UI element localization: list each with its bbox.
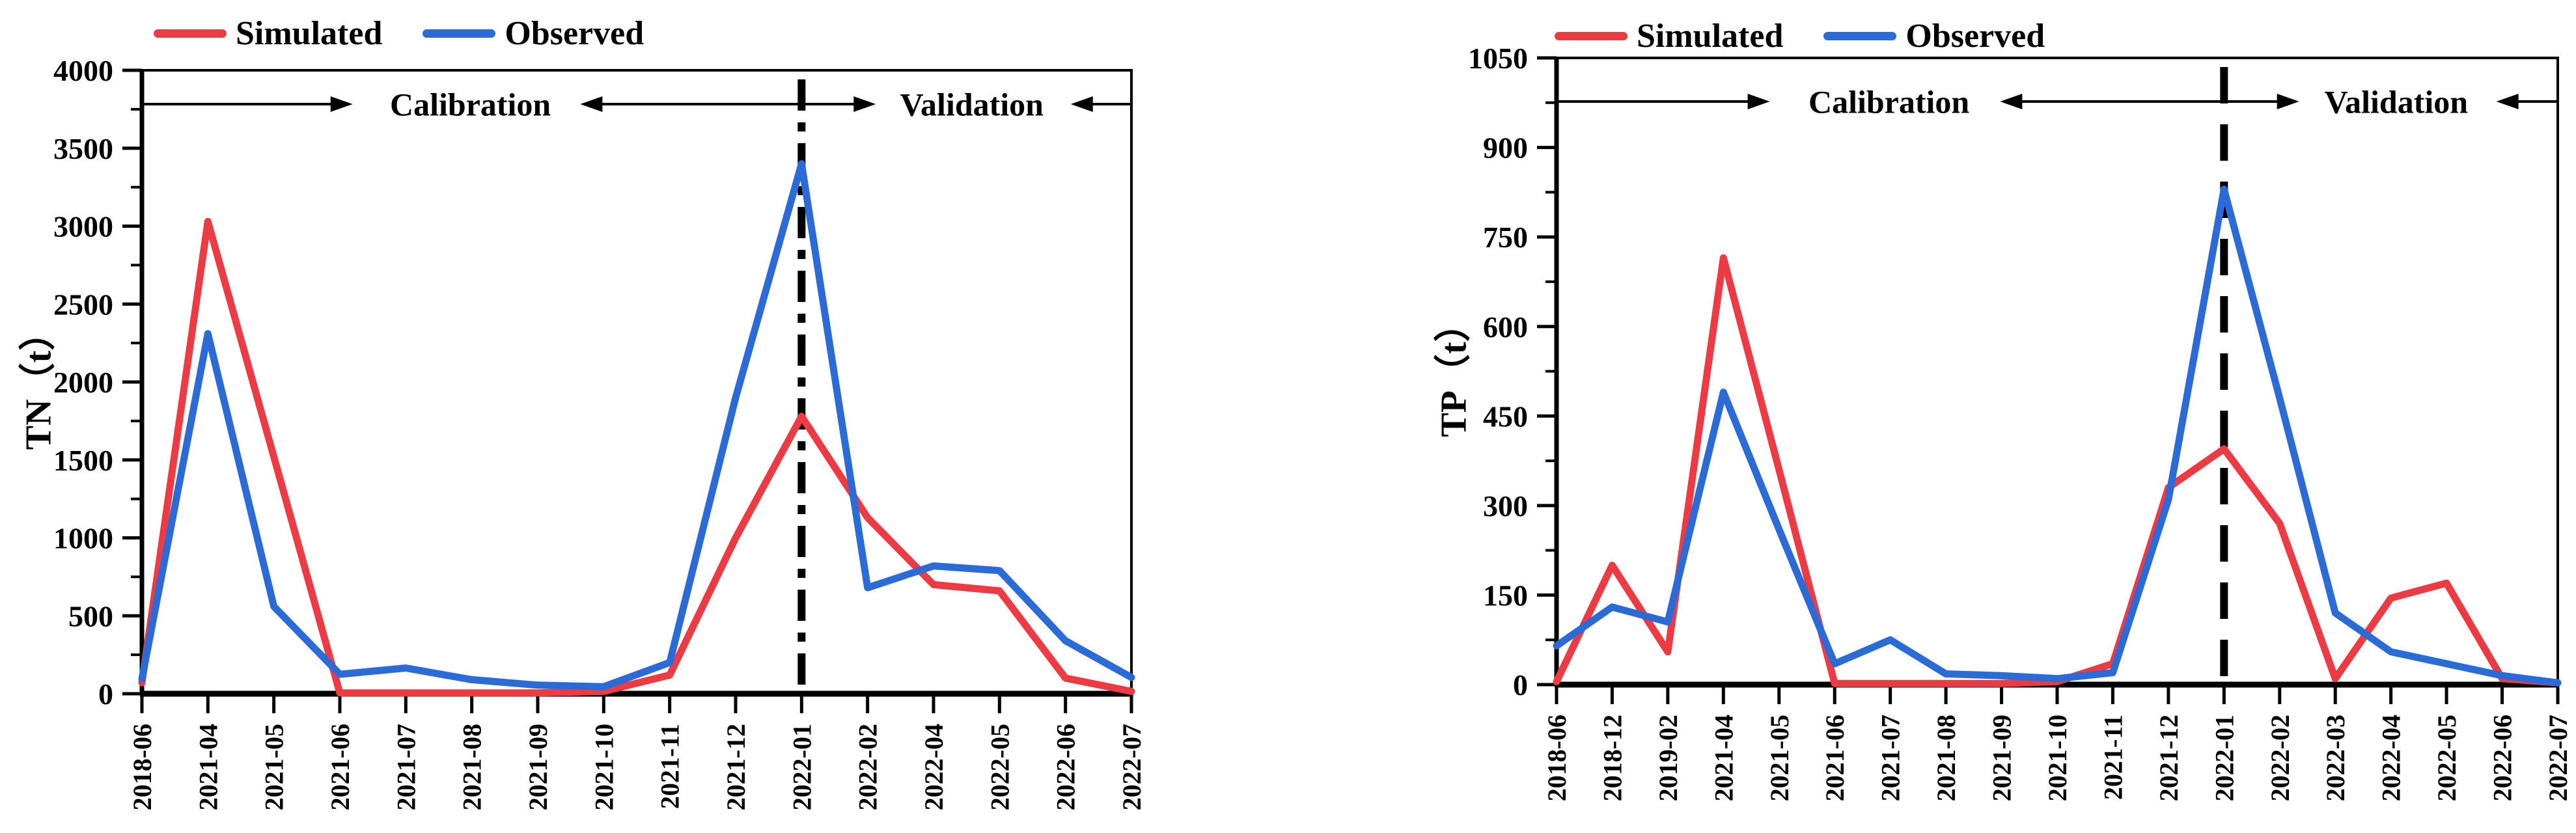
simulated-line: [138, 217, 1135, 697]
y-axis-title: TN（t）: [18, 314, 59, 450]
x-tick-label: 2021-04: [193, 724, 223, 810]
x-tick-label: 2022-05: [985, 724, 1014, 810]
y-tick-label: 0: [98, 677, 113, 711]
x-tick-label: 2018-06: [128, 724, 157, 810]
y-axis-title: TP（t）: [1433, 305, 1475, 437]
x-tick-label: 2021-12: [2154, 715, 2183, 801]
x-tick-label: 2021-10: [589, 724, 618, 810]
tn-legend: Simulated Observed: [154, 14, 644, 53]
y-tick-label: 300: [1483, 489, 1528, 523]
x-tick-label: 2021-11: [656, 724, 685, 809]
x-tick-label: 2022-04: [2377, 715, 2406, 801]
x-tick-label: 2021-12: [721, 724, 751, 810]
simulated-line-swatch-icon: [1555, 32, 1627, 40]
x-tick-label: 2021-08: [458, 724, 487, 810]
y-tick-label: 0: [1513, 668, 1528, 702]
x-tick-label: 2022-02: [853, 724, 883, 810]
y-tick-label: 2500: [53, 288, 113, 321]
tp-legend: Simulated Observed: [1555, 17, 2045, 55]
y-tick-label: 150: [1483, 579, 1528, 612]
y-tick-label: 750: [1483, 221, 1528, 254]
y-tick-label: 2000: [53, 366, 113, 399]
x-tick-label: 2022-07: [1117, 724, 1146, 810]
x-tick-label: 2022-06: [2488, 715, 2517, 801]
observed-legend-label: Observed: [505, 15, 644, 52]
tp-legend-item-simulated: Simulated: [1555, 17, 1783, 55]
x-tick-label: 2021-09: [523, 724, 553, 810]
observed-line: [1553, 185, 2562, 687]
left-arrowhead-icon: [2496, 94, 2519, 109]
validation-label: Validation: [2325, 84, 2469, 120]
x-tick-label: 2021-06: [1820, 715, 1849, 801]
x-tick-label: 2021-11: [2098, 715, 2127, 800]
calibration-label: Calibration: [1808, 84, 1969, 120]
x-tick-label: 2022-06: [1051, 724, 1081, 810]
y-tick-label: 500: [68, 599, 113, 633]
x-tick-label: 2022-03: [2321, 715, 2350, 801]
x-tick-label: 2022-05: [2432, 715, 2461, 801]
x-tick-label: 2021-10: [2043, 715, 2072, 801]
simulated-legend-label: Simulated: [1637, 18, 1784, 55]
observed-line-swatch-icon: [422, 29, 496, 38]
x-tick-label: 2021-08: [1932, 715, 1961, 801]
observed-line-swatch-icon: [1823, 32, 1897, 40]
x-tick-label: 2022-04: [919, 724, 949, 810]
validation-label: Validation: [900, 87, 1044, 123]
x-tick-label: 2022-01: [2209, 715, 2239, 801]
observed-legend-label: Observed: [1905, 18, 2045, 55]
x-tick-label: 2021-04: [1709, 715, 1738, 801]
plot-frame: [141, 69, 1133, 695]
y-tick-label: 3000: [53, 210, 113, 243]
y-tick-label: 600: [1483, 310, 1528, 344]
tp-legend-item-observed: Observed: [1823, 17, 2045, 55]
right-arrowhead-icon: [1747, 94, 1770, 109]
x-tick-label: 2021-07: [1876, 715, 1905, 801]
left-arrowhead-icon: [1070, 96, 1093, 112]
x-tick-label: 2021-09: [1987, 715, 2017, 801]
y-tick-label: 1050: [1468, 42, 1528, 75]
x-tick-label: 2021-07: [391, 724, 421, 810]
x-tick-label: 2022-07: [2543, 715, 2573, 801]
x-tick-label: 2018-06: [1542, 715, 1572, 801]
x-tick-label: 2022-02: [2265, 715, 2295, 801]
left-arrowhead-icon: [2000, 94, 2023, 109]
y-tick-label: 900: [1483, 131, 1528, 165]
right-arrowhead-icon: [330, 96, 353, 112]
calibration-label: Calibration: [390, 87, 551, 123]
tp-chart: 0 150 300 450 600 750 900 1050 2018-06 2018-12 201…: [1433, 42, 2573, 801]
tn-legend-item-simulated: Simulated: [154, 14, 382, 53]
x-tick-label: 2018-12: [1598, 715, 1627, 801]
simulated-line-swatch-icon: [154, 29, 227, 38]
right-arrowhead-icon: [2277, 94, 2299, 109]
x-tick-label: 2022-01: [787, 724, 816, 810]
right-arrowhead-icon: [853, 96, 876, 112]
y-tick-label: 1500: [53, 444, 113, 477]
x-tick-label: 2021-06: [325, 724, 355, 810]
tn-legend-item-observed: Observed: [422, 14, 644, 53]
x-tick-label: 2021-05: [260, 724, 289, 810]
x-tick-label: 2019-02: [1654, 715, 1683, 801]
tn-chart: 0 500 1000 1500 2000 2500 3000 3500 4000 2018-06 2…: [18, 54, 1146, 810]
y-tick-label: 4000: [53, 54, 113, 87]
simulated-legend-label: Simulated: [236, 15, 383, 52]
x-tick-label: 2021-05: [1765, 715, 1794, 801]
y-tick-label: 450: [1483, 400, 1528, 433]
observed-line: [138, 160, 1135, 690]
left-arrowhead-icon: [580, 96, 603, 112]
y-tick-label: 1000: [53, 522, 113, 555]
y-tick-label: 3500: [53, 132, 113, 165]
